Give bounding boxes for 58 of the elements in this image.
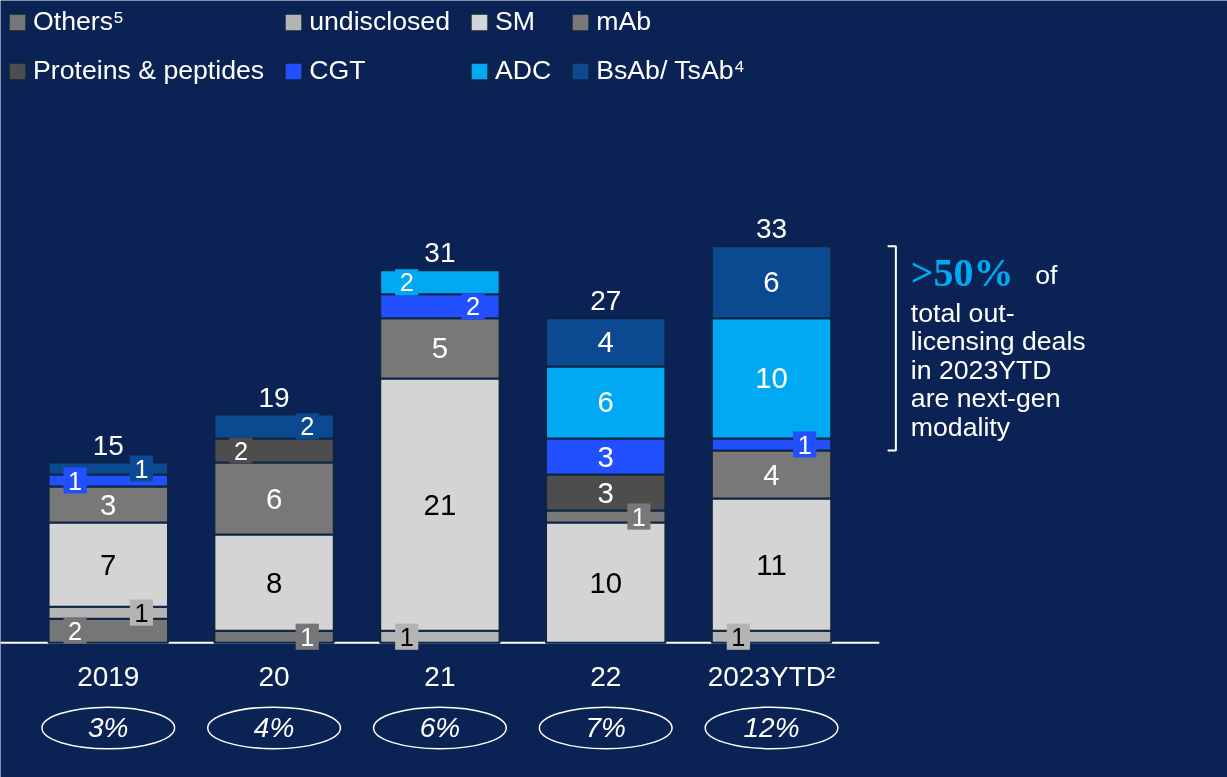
legend-label: Proteins & peptides bbox=[33, 55, 265, 86]
data-label: 1 bbox=[731, 622, 746, 651]
legend-label: Others⁵ bbox=[33, 6, 125, 37]
text: >50% bbox=[910, 250, 1014, 296]
data-label: 3 bbox=[597, 439, 614, 473]
legend-label: mAb bbox=[596, 6, 652, 37]
x-tick-label: 2023YTD² bbox=[707, 660, 836, 692]
x-tick-label: 21 bbox=[424, 660, 456, 692]
data-label: 6 bbox=[763, 265, 780, 299]
legend-label: BsAb/ TsAb⁴ bbox=[596, 55, 745, 86]
data-label: 1 bbox=[631, 502, 646, 531]
text: 12% bbox=[743, 712, 800, 744]
total-label: 19 bbox=[258, 381, 290, 413]
text: in 2023YTD bbox=[910, 354, 1052, 385]
text: modality bbox=[910, 411, 1011, 442]
data-label: 2 bbox=[233, 436, 248, 465]
data-label: 1 bbox=[134, 454, 149, 483]
data-label: 11 bbox=[756, 547, 787, 581]
text: 4% bbox=[253, 712, 295, 744]
text: licensing deals bbox=[910, 326, 1086, 357]
data-label: 1 bbox=[300, 622, 315, 651]
text: 7% bbox=[585, 712, 626, 744]
data-label: 1 bbox=[797, 430, 812, 459]
data-label: 8 bbox=[265, 565, 283, 599]
x-tick-label: 22 bbox=[590, 660, 622, 692]
data-label: 7 bbox=[100, 547, 117, 581]
legend-label: ADC bbox=[494, 55, 552, 86]
data-label: 6 bbox=[265, 481, 283, 515]
data-label: 3 bbox=[100, 487, 117, 521]
data-label: 1 bbox=[68, 466, 83, 495]
data-label: 1 bbox=[399, 622, 414, 651]
data-label: 10 bbox=[589, 565, 623, 599]
text: are next-gen bbox=[910, 383, 1061, 414]
data-label: 5 bbox=[431, 331, 449, 365]
data-label: 6 bbox=[597, 385, 614, 419]
data-label: 4 bbox=[763, 457, 780, 491]
text: total out- bbox=[910, 297, 1015, 328]
x-tick-label: 2019 bbox=[77, 660, 140, 692]
total-label: 33 bbox=[755, 213, 788, 245]
text: of bbox=[1035, 260, 1058, 291]
x-tick-label: 20 bbox=[258, 660, 290, 692]
text: 3% bbox=[88, 712, 129, 744]
data-label: 2 bbox=[399, 268, 414, 297]
data-label: 2 bbox=[300, 412, 315, 441]
data-label: 1 bbox=[134, 598, 149, 627]
total-label: 27 bbox=[590, 285, 622, 317]
data-label: 10 bbox=[755, 361, 788, 395]
data-label: 2 bbox=[68, 616, 83, 645]
legend-label: SM bbox=[494, 6, 535, 37]
total-label: 15 bbox=[92, 429, 124, 461]
legend-label: CGT bbox=[309, 55, 366, 86]
data-label: 4 bbox=[597, 325, 614, 359]
data-label: 21 bbox=[423, 487, 457, 521]
data-label: 2 bbox=[466, 292, 481, 321]
legend-label: undisclosed bbox=[309, 6, 450, 37]
text: 6% bbox=[419, 712, 461, 744]
total-label: 31 bbox=[424, 237, 456, 269]
data-label: 3 bbox=[597, 475, 614, 509]
